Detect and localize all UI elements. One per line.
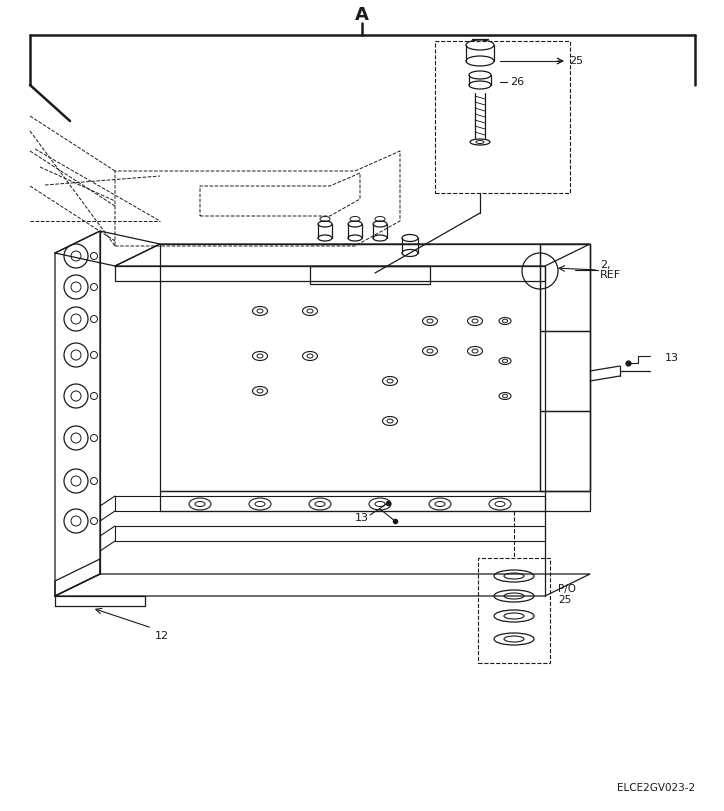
Text: 2,: 2, — [600, 260, 610, 270]
Polygon shape — [115, 266, 545, 281]
Polygon shape — [55, 574, 590, 596]
Text: 12: 12 — [155, 631, 169, 641]
Polygon shape — [55, 231, 100, 596]
Polygon shape — [55, 231, 160, 266]
Text: P/O: P/O — [558, 584, 576, 594]
Text: 13: 13 — [665, 353, 679, 363]
Text: ELCE2GV023-2: ELCE2GV023-2 — [617, 783, 695, 793]
Polygon shape — [115, 244, 590, 266]
Bar — [435, 41, 570, 193]
Text: 25: 25 — [569, 56, 583, 66]
Text: A: A — [355, 6, 369, 24]
Text: 25: 25 — [558, 595, 571, 605]
Polygon shape — [160, 244, 590, 491]
Text: 13: 13 — [355, 513, 369, 523]
Bar — [478, 558, 550, 663]
Text: REF: REF — [600, 270, 621, 280]
Text: 26: 26 — [510, 77, 524, 87]
